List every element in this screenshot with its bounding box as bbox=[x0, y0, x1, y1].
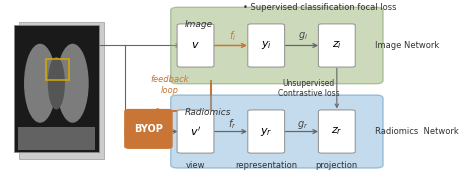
Text: Unsupervised
Contrastive loss: Unsupervised Contrastive loss bbox=[278, 79, 340, 98]
Ellipse shape bbox=[57, 44, 89, 123]
Text: representation: representation bbox=[235, 161, 297, 170]
Text: $v^{\prime}$: $v^{\prime}$ bbox=[190, 125, 201, 138]
Text: $z_r$: $z_r$ bbox=[331, 126, 343, 137]
Text: $f_i$: $f_i$ bbox=[229, 29, 236, 43]
Text: BYOP: BYOP bbox=[134, 124, 163, 134]
Text: $g_r$: $g_r$ bbox=[297, 118, 309, 130]
Text: $f_r$: $f_r$ bbox=[228, 118, 237, 131]
Ellipse shape bbox=[48, 57, 65, 110]
Text: feedback
loop: feedback loop bbox=[151, 75, 189, 95]
Text: Radiomics: Radiomics bbox=[185, 108, 231, 117]
Text: Image Network: Image Network bbox=[375, 41, 439, 50]
FancyBboxPatch shape bbox=[318, 110, 355, 153]
FancyBboxPatch shape bbox=[248, 110, 285, 153]
FancyBboxPatch shape bbox=[19, 22, 104, 159]
FancyBboxPatch shape bbox=[171, 7, 383, 84]
FancyBboxPatch shape bbox=[318, 24, 355, 67]
Text: view: view bbox=[186, 161, 205, 170]
FancyBboxPatch shape bbox=[18, 127, 95, 150]
Text: $g_i$: $g_i$ bbox=[298, 30, 308, 42]
Text: $y_r$: $y_r$ bbox=[260, 125, 272, 138]
FancyBboxPatch shape bbox=[248, 24, 285, 67]
Text: Radiomics  Network: Radiomics Network bbox=[375, 127, 459, 136]
FancyBboxPatch shape bbox=[177, 110, 214, 153]
Text: $z_i$: $z_i$ bbox=[332, 40, 342, 51]
Text: Image: Image bbox=[185, 20, 213, 29]
FancyBboxPatch shape bbox=[125, 110, 172, 148]
Ellipse shape bbox=[24, 44, 56, 123]
Text: projection: projection bbox=[316, 161, 358, 170]
Text: • Supervised classification focal loss: • Supervised classification focal loss bbox=[242, 3, 396, 12]
FancyBboxPatch shape bbox=[171, 95, 383, 168]
Text: $v$: $v$ bbox=[191, 41, 200, 50]
FancyBboxPatch shape bbox=[14, 25, 99, 152]
Text: $y_i$: $y_i$ bbox=[261, 39, 271, 52]
FancyBboxPatch shape bbox=[177, 24, 214, 67]
